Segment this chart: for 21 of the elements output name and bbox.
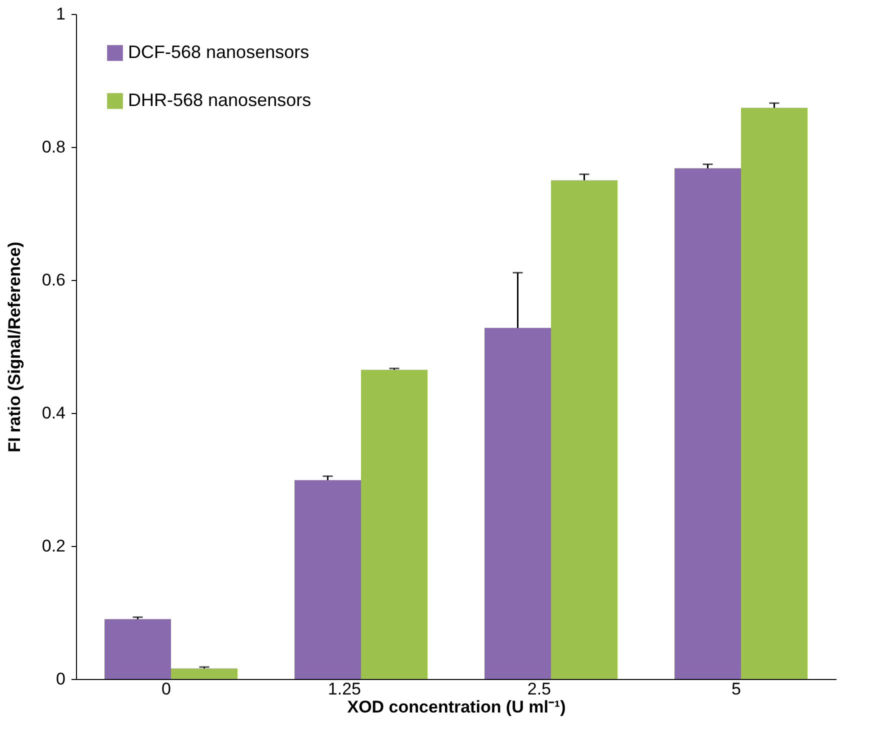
x-tick-label: 0 bbox=[162, 680, 171, 698]
legend-label: DHR-568 nanosensors bbox=[128, 90, 312, 110]
bar bbox=[741, 108, 808, 679]
bar bbox=[171, 668, 238, 679]
bar bbox=[104, 619, 171, 679]
legend-label: DCF-568 nanosensors bbox=[128, 42, 310, 62]
bar bbox=[484, 328, 551, 679]
y-tick-label: 0.8 bbox=[42, 138, 66, 156]
bar bbox=[674, 168, 741, 679]
y-tick-label: 0.6 bbox=[42, 270, 66, 290]
y-tick-label: 1 bbox=[56, 4, 66, 24]
y-axis-title: FI ratio (Signal/Reference) bbox=[4, 242, 24, 452]
x-axis-title: XOD concentration (U ml⁻¹) bbox=[347, 698, 566, 716]
y-tick-label: 0.4 bbox=[42, 404, 66, 422]
bar bbox=[361, 370, 428, 679]
x-tick-label: 5 bbox=[732, 680, 741, 698]
bar bbox=[551, 180, 618, 679]
x-tick-label: 1.25 bbox=[328, 680, 361, 698]
bar bbox=[294, 480, 361, 679]
x-tick-label: 2.5 bbox=[527, 680, 551, 698]
y-tick-label: 0.2 bbox=[42, 536, 66, 556]
